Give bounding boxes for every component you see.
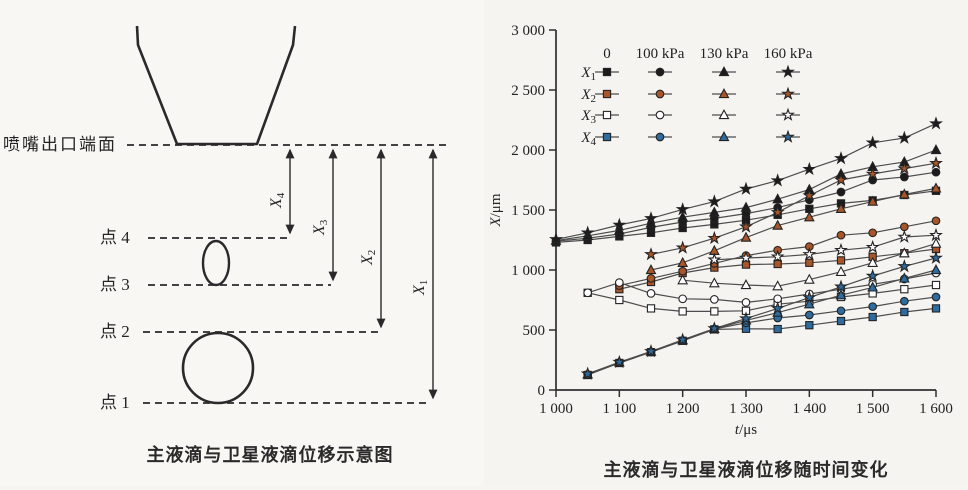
x4-dimension-label: X4	[268, 192, 287, 209]
series-line-X3-100kPa	[587, 272, 937, 304]
svg-text:0: 0	[538, 383, 546, 399]
svg-text:1 500: 1 500	[511, 203, 545, 219]
legend-column-header: 130 kPa	[700, 46, 749, 62]
series-markers-X3-160kPa	[707, 227, 943, 266]
svg-text:3 000: 3 000	[511, 23, 545, 39]
svg-text:500: 500	[523, 323, 546, 339]
series-markers-X2-130kPa	[645, 182, 942, 275]
point2-label: 点 2	[100, 322, 130, 341]
svg-text:1 500: 1 500	[856, 401, 890, 417]
x3-dimension-label: X3	[311, 219, 330, 236]
right-figure-caption: 主液滴与卫星液滴位移随时间变化	[603, 460, 889, 480]
series-line-X3-0	[587, 284, 937, 312]
displacement-time-chart: 0 500 1 000 1 500 2 000 2 500 3 000 1 000 1 100 1…	[488, 23, 953, 438]
point4-label: 点 4	[100, 228, 130, 247]
nozzle-exit-face-label: 喷嘴出口端面	[3, 135, 117, 154]
svg-text:1 400: 1 400	[792, 401, 826, 417]
point3-label: 点 3	[100, 275, 130, 294]
schematic-drawing: X4 X3 X2 X1	[127, 25, 448, 405]
series-line-X4-100kPa	[587, 296, 937, 375]
droplet-displacement-schematic-panel: X4 X3 X2 X1 喷嘴出口端面 点 4 点 3 点 2 点 1 主液滴与卫…	[0, 0, 484, 485]
legend-column-header: 0	[603, 46, 611, 62]
legend-row-label: X1	[580, 65, 596, 83]
chart-legend: 0 100 kPa 130 kPa 160 kPa X1 X2 X3 X4	[580, 46, 812, 148]
x-axis-title: t/μs	[735, 422, 757, 438]
x2-dimension-label: X2	[359, 250, 378, 266]
legend-row-label: X3	[580, 108, 596, 126]
series-line-X4-0	[587, 307, 937, 376]
series-markers-X4-0	[583, 304, 941, 380]
chart-series-markers	[549, 116, 943, 380]
legend-row-label: X4	[580, 130, 596, 148]
series-markers-X4-100kPa	[583, 292, 941, 379]
series-markers-X1-160kPa	[549, 116, 943, 246]
svg-text:1 000: 1 000	[539, 401, 573, 417]
series-line-X2-130kPa	[650, 187, 937, 271]
series-line-X3-160kPa	[714, 234, 937, 261]
displacement-time-chart-panel: 0 500 1 000 1 500 2 000 2 500 3 000 1 000 1 100 1…	[484, 0, 968, 485]
satellite-droplet	[201, 239, 231, 287]
legend-column-header: 160 kPa	[764, 46, 813, 62]
y-axis-title: X/μm	[488, 193, 504, 227]
series-line-X2-160kPa	[650, 162, 937, 255]
left-figure-caption: 主液滴与卫星液滴位移示意图	[146, 445, 394, 465]
x1-dimension-label: X1	[411, 280, 430, 296]
chart-axes: 0 500 1 000 1 500 2 000 2 500 3 000 1 000 1 100 1…	[488, 23, 953, 438]
series-markers-X2-160kPa	[644, 155, 943, 261]
svg-text:1 100: 1 100	[602, 401, 636, 417]
svg-text:1 300: 1 300	[729, 401, 763, 417]
svg-text:1 200: 1 200	[666, 401, 700, 417]
point1-label: 点 1	[100, 393, 130, 412]
main-droplet	[181, 331, 255, 405]
svg-text:2 000: 2 000	[511, 143, 545, 159]
series-markers-X4-160kPa	[580, 250, 943, 380]
legend-row-label: X2	[580, 87, 596, 105]
chart-series-lines	[555, 123, 937, 376]
svg-text:1 600: 1 600	[919, 401, 953, 417]
svg-text:1 000: 1 000	[511, 263, 545, 279]
nozzle-outline	[135, 25, 297, 146]
legend-column-header: 100 kPa	[636, 46, 685, 62]
svg-text:2 500: 2 500	[511, 83, 545, 99]
series-markers-X3-130kPa	[677, 237, 942, 291]
series-markers-X3-0	[583, 280, 941, 316]
